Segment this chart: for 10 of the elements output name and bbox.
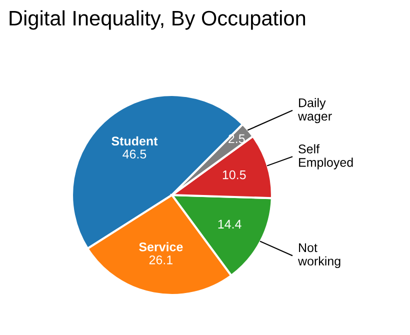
chart-title: Digital Inequality, By Occupation bbox=[10, 10, 306, 30]
slice-label: Service bbox=[139, 242, 183, 252]
slice-label: Not working bbox=[298, 243, 340, 268]
slice-label: Student bbox=[112, 136, 158, 146]
data-label: 26.1 bbox=[149, 255, 172, 264]
data-label: 14.4 bbox=[218, 220, 242, 228]
data-label: 46.5 bbox=[122, 150, 146, 159]
slice-label: Self Employed bbox=[298, 144, 353, 170]
data-label: 10.5 bbox=[222, 170, 246, 180]
slice-label: Daily wager bbox=[298, 98, 332, 124]
